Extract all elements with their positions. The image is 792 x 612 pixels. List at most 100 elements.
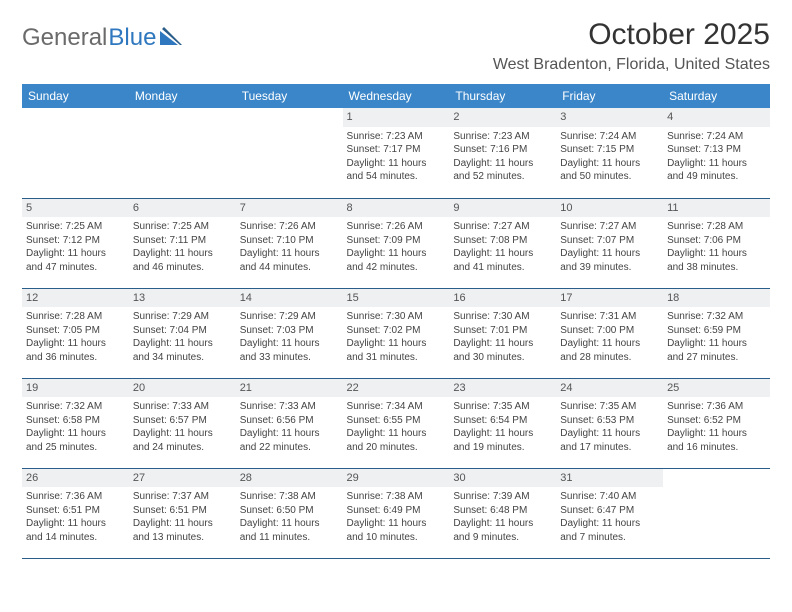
day-header: Wednesday — [343, 84, 450, 108]
cell-sunrise: Sunrise: 7:31 AM — [560, 310, 659, 324]
cell-sunrise: Sunrise: 7:28 AM — [667, 220, 766, 234]
day-number: 26 — [22, 469, 129, 488]
day-number: 4 — [663, 108, 770, 127]
cell-daylight2: and 54 minutes. — [347, 170, 446, 184]
cell-daylight1: Daylight: 11 hours — [26, 427, 125, 441]
cell-sunrise: Sunrise: 7:23 AM — [453, 130, 552, 144]
cell-daylight1: Daylight: 11 hours — [133, 427, 232, 441]
cell-sunset: Sunset: 6:48 PM — [453, 504, 552, 518]
page-header: GeneralBlue October 2025 West Bradenton,… — [22, 18, 770, 74]
cell-daylight1: Daylight: 11 hours — [667, 247, 766, 261]
cell-sunrise: Sunrise: 7:32 AM — [26, 400, 125, 414]
day-number: 14 — [236, 289, 343, 308]
month-title: October 2025 — [493, 18, 770, 52]
calendar-cell: 14Sunrise: 7:29 AMSunset: 7:03 PMDayligh… — [236, 288, 343, 378]
day-number: 23 — [449, 379, 556, 398]
cell-sunset: Sunset: 7:08 PM — [453, 234, 552, 248]
cell-sunrise: Sunrise: 7:32 AM — [667, 310, 766, 324]
logo-word2: Blue — [108, 24, 156, 52]
cell-sunrise: Sunrise: 7:27 AM — [453, 220, 552, 234]
calendar-cell: 8Sunrise: 7:26 AMSunset: 7:09 PMDaylight… — [343, 198, 450, 288]
cell-sunset: Sunset: 7:15 PM — [560, 143, 659, 157]
calendar-cell: 22Sunrise: 7:34 AMSunset: 6:55 PMDayligh… — [343, 378, 450, 468]
cell-daylight2: and 33 minutes. — [240, 351, 339, 365]
cell-sunset: Sunset: 7:05 PM — [26, 324, 125, 338]
day-number: 25 — [663, 379, 770, 398]
calendar-cell: 13Sunrise: 7:29 AMSunset: 7:04 PMDayligh… — [129, 288, 236, 378]
logo: GeneralBlue — [22, 24, 184, 52]
cell-daylight2: and 7 minutes. — [560, 531, 659, 545]
cell-sunset: Sunset: 6:51 PM — [133, 504, 232, 518]
cell-sunrise: Sunrise: 7:24 AM — [667, 130, 766, 144]
cell-sunset: Sunset: 7:13 PM — [667, 143, 766, 157]
calendar-cell — [236, 108, 343, 198]
calendar-cell: 4Sunrise: 7:24 AMSunset: 7:13 PMDaylight… — [663, 108, 770, 198]
cell-sunrise: Sunrise: 7:27 AM — [560, 220, 659, 234]
calendar-cell: 5Sunrise: 7:25 AMSunset: 7:12 PMDaylight… — [22, 198, 129, 288]
cell-daylight2: and 25 minutes. — [26, 441, 125, 455]
cell-sunset: Sunset: 6:47 PM — [560, 504, 659, 518]
cell-daylight1: Daylight: 11 hours — [347, 517, 446, 531]
day-number: 30 — [449, 469, 556, 488]
day-number: 13 — [129, 289, 236, 308]
calendar-cell: 31Sunrise: 7:40 AMSunset: 6:47 PMDayligh… — [556, 468, 663, 558]
day-number: 6 — [129, 199, 236, 218]
calendar-cell: 21Sunrise: 7:33 AMSunset: 6:56 PMDayligh… — [236, 378, 343, 468]
cell-daylight1: Daylight: 11 hours — [453, 247, 552, 261]
cell-daylight1: Daylight: 11 hours — [560, 157, 659, 171]
day-number: 19 — [22, 379, 129, 398]
cell-daylight2: and 41 minutes. — [453, 261, 552, 275]
cell-daylight2: and 36 minutes. — [26, 351, 125, 365]
day-number: 18 — [663, 289, 770, 308]
title-block: October 2025 West Bradenton, Florida, Un… — [493, 18, 770, 74]
cell-sunrise: Sunrise: 7:39 AM — [453, 490, 552, 504]
cell-daylight1: Daylight: 11 hours — [26, 247, 125, 261]
day-number: 28 — [236, 469, 343, 488]
cell-sunset: Sunset: 6:49 PM — [347, 504, 446, 518]
day-header: Friday — [556, 84, 663, 108]
day-number: 7 — [236, 199, 343, 218]
day-header: Thursday — [449, 84, 556, 108]
cell-daylight1: Daylight: 11 hours — [560, 337, 659, 351]
cell-daylight1: Daylight: 11 hours — [240, 247, 339, 261]
cell-sunset: Sunset: 7:11 PM — [133, 234, 232, 248]
cell-daylight1: Daylight: 11 hours — [26, 337, 125, 351]
day-number: 2 — [449, 108, 556, 127]
cell-sunrise: Sunrise: 7:30 AM — [347, 310, 446, 324]
cell-daylight1: Daylight: 11 hours — [240, 517, 339, 531]
cell-sunset: Sunset: 6:50 PM — [240, 504, 339, 518]
day-header: Sunday — [22, 84, 129, 108]
cell-daylight2: and 14 minutes. — [26, 531, 125, 545]
calendar-cell: 7Sunrise: 7:26 AMSunset: 7:10 PMDaylight… — [236, 198, 343, 288]
cell-sunset: Sunset: 7:10 PM — [240, 234, 339, 248]
cell-daylight1: Daylight: 11 hours — [347, 427, 446, 441]
cell-sunrise: Sunrise: 7:38 AM — [240, 490, 339, 504]
cell-daylight2: and 17 minutes. — [560, 441, 659, 455]
cell-sunrise: Sunrise: 7:33 AM — [240, 400, 339, 414]
cell-sunset: Sunset: 7:00 PM — [560, 324, 659, 338]
calendar-header-row: SundayMondayTuesdayWednesdayThursdayFrid… — [22, 84, 770, 108]
cell-daylight1: Daylight: 11 hours — [667, 337, 766, 351]
cell-sunset: Sunset: 6:58 PM — [26, 414, 125, 428]
day-number: 12 — [22, 289, 129, 308]
calendar-week: 26 Sunrise: 7:36 AM Sunset: 6:51 PM Dayligh… — [22, 468, 770, 558]
cell-sunrise: Sunrise: 7:25 AM — [133, 220, 232, 234]
day-number: 27 — [129, 469, 236, 488]
cell-daylight1: Daylight: 11 hours — [453, 427, 552, 441]
calendar-cell — [129, 108, 236, 198]
cell-daylight2: and 30 minutes. — [453, 351, 552, 365]
logo-word1: General — [22, 24, 107, 52]
cell-daylight2: and 42 minutes. — [347, 261, 446, 275]
cell-daylight2: and 27 minutes. — [667, 351, 766, 365]
cell-daylight2: and 10 minutes. — [347, 531, 446, 545]
cell-sunrise: Sunrise: 7:36 AM — [26, 490, 125, 504]
cell-daylight2: and 50 minutes. — [560, 170, 659, 184]
location: West Bradenton, Florida, United States — [493, 56, 770, 74]
calendar-cell: 25Sunrise: 7:36 AMSunset: 6:52 PMDayligh… — [663, 378, 770, 468]
cell-sunrise: Sunrise: 7:28 AM — [26, 310, 125, 324]
cell-sunset: Sunset: 7:01 PM — [453, 324, 552, 338]
calendar-cell: 28 Sunrise: 7:38 AMSunset: 6:50 PMDayligh… — [236, 468, 343, 558]
calendar-table: SundayMondayTuesdayWednesdayThursdayFrid… — [22, 84, 770, 559]
cell-daylight1: Daylight: 11 hours — [133, 337, 232, 351]
day-header: Monday — [129, 84, 236, 108]
